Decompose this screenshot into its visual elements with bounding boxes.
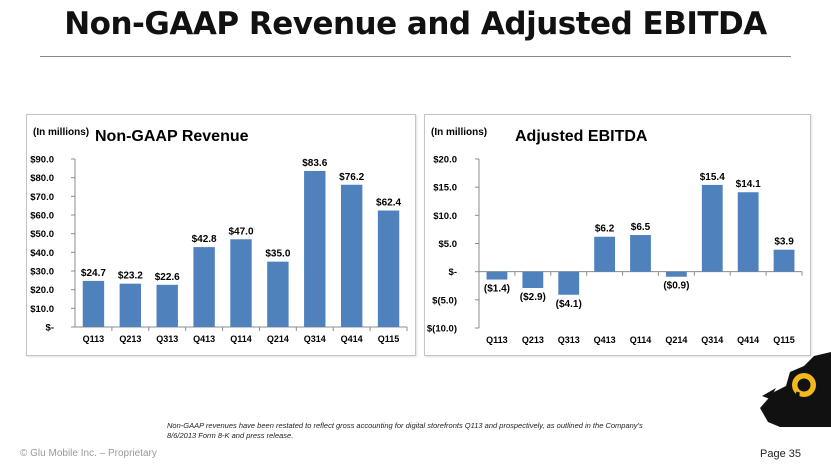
x-tick-label: Q214 — [267, 334, 289, 344]
chart-title: Non-GAAP Revenue — [95, 128, 249, 145]
data-label: $76.2 — [339, 172, 364, 183]
data-label: $35.0 — [265, 249, 290, 260]
y-tick-label: $20.0 — [30, 285, 54, 296]
data-label: $6.2 — [595, 224, 615, 235]
bar-q213 — [119, 283, 142, 327]
page-title: Non-GAAP Revenue and Adjusted EBITDA — [64, 6, 767, 42]
chart-subtitle: (In millions) — [33, 127, 89, 138]
y-tick-label: $70.0 — [30, 192, 54, 203]
revenue-chart-panel: (In millions) Non-GAAP Revenue $- $10.0 $20.… — [26, 114, 416, 356]
data-label: $42.8 — [192, 234, 217, 245]
x-tick-label: Q414 — [341, 334, 363, 344]
page-number: Page 35 — [760, 448, 801, 460]
bar-q115 — [773, 249, 795, 272]
x-tick-label: Q314 — [304, 334, 326, 344]
y-tick-label: $- — [46, 323, 54, 334]
bar-q114 — [230, 239, 252, 327]
y-tick-label: $50.0 — [30, 229, 54, 240]
chart-title: Adjusted EBITDA — [515, 128, 648, 145]
y-tick-label: $60.0 — [30, 211, 54, 222]
copyright-footer: © Glu Mobile Inc. – Proprietary — [20, 448, 157, 459]
bar-q313 — [558, 271, 580, 295]
y-tick-label: $30.0 — [30, 267, 54, 278]
x-tick-label: Q113 — [83, 334, 105, 344]
x-tick-label: Q115 — [773, 335, 795, 345]
data-label: $14.1 — [736, 179, 761, 190]
x-tick-label: Q313 — [558, 335, 580, 345]
bar-q314 — [304, 170, 326, 327]
ebitda-chart-panel: (In millions) Adjusted EBITDA $(10.0) $(5.0… — [424, 114, 811, 356]
x-tick-label: Q314 — [701, 335, 723, 345]
revenue-chart: (In millions) Non-GAAP Revenue $- $10.0 $20.… — [30, 127, 408, 344]
data-label: ($2.9) — [520, 292, 546, 303]
title-divider — [40, 56, 791, 57]
x-tick-label: Q313 — [156, 334, 178, 344]
data-label: $47.0 — [228, 226, 253, 237]
x-tick-label: Q115 — [378, 334, 400, 344]
bar-q314 — [701, 184, 723, 272]
data-label: $83.6 — [302, 158, 327, 169]
data-label: $23.2 — [118, 271, 143, 282]
glu-logo-icon — [760, 352, 831, 427]
bar-q114 — [630, 235, 651, 272]
x-tick-label: Q114 — [630, 335, 652, 345]
data-label: $22.6 — [155, 272, 180, 283]
x-tick-label: Q214 — [665, 335, 687, 345]
y-tick-label: $10.0 — [433, 211, 457, 222]
y-tick-label: $(5.0) — [432, 295, 457, 306]
y-tick-label: $40.0 — [30, 248, 54, 259]
data-label: $24.7 — [81, 268, 106, 279]
data-label: $15.4 — [700, 172, 725, 183]
x-tick-label: Q413 — [594, 335, 616, 345]
data-label: ($0.9) — [663, 281, 689, 292]
data-label: $62.4 — [376, 198, 401, 209]
data-label: $3.9 — [774, 237, 794, 248]
bar-q413 — [193, 247, 215, 327]
bar-q214 — [665, 271, 687, 277]
ebitda-chart: (In millions) Adjusted EBITDA $(10.0) $(5.0… — [427, 127, 803, 345]
bar-q414 — [340, 184, 363, 327]
bar-q313 — [156, 284, 178, 327]
y-tick-label: $20.0 — [433, 155, 457, 166]
bar-q113 — [82, 280, 105, 327]
data-label: ($4.1) — [556, 299, 582, 310]
y-tick-label: $90.0 — [30, 155, 54, 166]
data-label: ($1.4) — [484, 284, 510, 295]
x-tick-label: Q113 — [486, 335, 508, 345]
data-label: $6.5 — [631, 222, 651, 233]
bar-q214 — [267, 261, 289, 327]
x-tick-label: Q114 — [230, 334, 252, 344]
chart-subtitle: (In millions) — [431, 127, 487, 138]
y-tick-label: $80.0 — [30, 173, 54, 184]
x-tick-label: Q213 — [522, 335, 544, 345]
y-tick-label: $(10.0) — [427, 324, 457, 335]
y-tick-label: $15.0 — [433, 183, 457, 194]
y-tick-label: $- — [449, 267, 457, 278]
bar-q213 — [522, 271, 544, 289]
footnote: Non-GAAP revenues have been restated to … — [167, 421, 643, 440]
x-tick-label: Q213 — [119, 334, 141, 344]
bar-q413 — [594, 236, 616, 272]
y-tick-label: $10.0 — [30, 304, 54, 315]
x-tick-label: Q413 — [193, 334, 215, 344]
bar-q115 — [377, 210, 400, 327]
x-tick-label: Q414 — [737, 335, 759, 345]
y-tick-label: $5.0 — [439, 239, 458, 250]
bar-q113 — [486, 271, 508, 280]
bar-q414 — [737, 192, 759, 272]
